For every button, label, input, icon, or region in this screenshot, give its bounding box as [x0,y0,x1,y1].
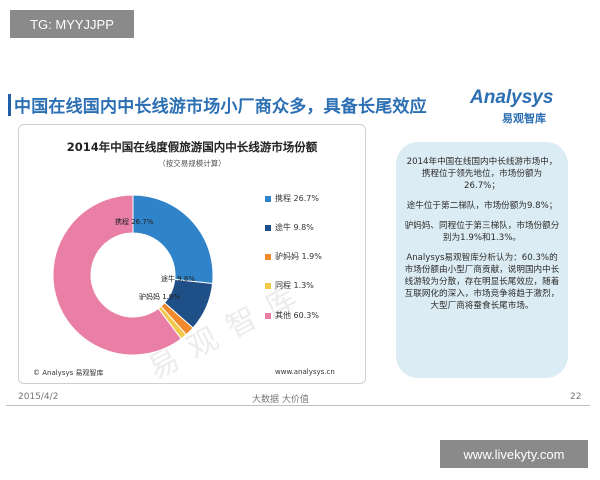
analysis-paragraph: 途牛位于第二梯队，市场份额为9.8%； [406,201,558,211]
chart-source: © Analysys 易观智库 [33,369,104,377]
legend-label: 途牛 9.8% [275,223,314,232]
pie-slice-0 [132,194,214,285]
footer-date: 2015/4/2 [18,392,59,402]
legend-swatch [265,282,271,289]
pie-slice-4 [52,194,182,356]
legend-swatch [265,312,271,319]
chart-title: 2014年中国在线度假旅游国内中长线游市场份额 [66,140,318,154]
legend-label: 驴妈妈 1.9% [275,252,322,261]
legend-item: 驴妈妈 1.9% [265,251,322,262]
chart-source-url: www.analysys.cn [275,368,335,376]
analysis-panel: 2014年中国在线国内中长线游市场中，携程位于领先地位，市场份额为26.7%； … [396,142,568,378]
analysis-paragraph: 驴妈妈、同程位于第三梯队，市场份额分别为1.9%和1.3%。 [404,221,560,243]
legend-label: 携程 26.7% [275,194,319,203]
legend-item: 携程 26.7% [265,193,319,204]
analysis-paragraph: Analysys易观智库分析认为：60.3%的市场份额由小型厂商贡献，说明国内中… [404,253,560,311]
site-overlay-label: www.livekyty.com [440,440,588,468]
legend-item: 其他 60.3% [265,310,319,321]
chart-subtitle: （按交易规模计算） [158,159,226,168]
slice-data-label: 携程 26.7% [115,217,154,226]
slice-data-label: 途牛 9.8% [161,274,195,283]
chart-panel: 2014年中国在线度假旅游国内中长线游市场份额 （按交易规模计算） 易观智库 携… [18,124,366,387]
title-accent-bar [8,94,11,116]
legend-swatch [265,195,271,202]
legend-swatch [265,253,271,260]
legend-label: 其他 60.3% [275,311,319,320]
logo-subtitle: 易观智库 [502,112,546,125]
slide-title: 中国在线国内中长线游市场小厂商众多，具备长尾效应 [14,97,427,117]
page-number: 22 [570,392,582,402]
analysys-logo: Analysys 易观智库 [470,87,590,127]
legend-item: 途牛 9.8% [265,222,314,233]
slice-data-label: 驴妈妈 1.9% [139,292,180,301]
footer-divider [6,405,590,406]
footer-slogan: 大数据 大价值 [252,395,309,405]
logo-wordmark: Analysys [470,87,554,108]
legend-label: 同程 1.3% [275,281,314,290]
legend-swatch [265,224,271,231]
legend-item: 同程 1.3% [265,280,314,291]
tg-overlay-label: TG: MYYJJPP [10,10,134,38]
donut-chart: 携程 26.7% 途牛 9.8% 驴妈妈 1.9% [52,194,214,356]
analysis-text: 2014年中国在线国内中长线游市场中，携程位于领先地位，市场份额为26.7%； … [404,156,560,320]
analysis-paragraph: 2014年中国在线国内中长线游市场中，携程位于领先地位，市场份额为26.7%； [406,157,558,191]
